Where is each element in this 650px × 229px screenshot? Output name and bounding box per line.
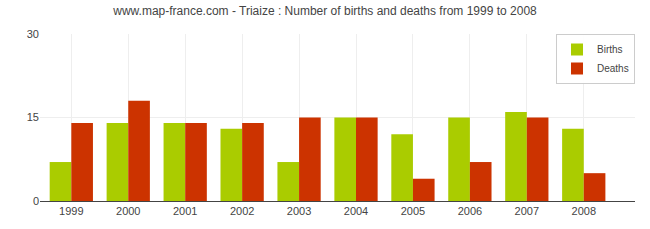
svg-text:Deaths: Deaths [597,63,629,74]
svg-text:0: 0 [33,195,39,207]
svg-text:30: 30 [27,28,39,40]
svg-text:2008: 2008 [572,205,596,217]
svg-text:2000: 2000 [116,205,140,217]
svg-text:2004: 2004 [344,205,368,217]
svg-text:2001: 2001 [173,205,197,217]
svg-text:2006: 2006 [458,205,482,217]
svg-text:1999: 1999 [59,205,83,217]
svg-text:Births: Births [597,44,623,55]
svg-text:2007: 2007 [515,205,539,217]
svg-text:2005: 2005 [401,205,425,217]
svg-text:15: 15 [27,111,39,123]
svg-text:www.map-france.com - Triaize :: www.map-france.com - Triaize : Number of… [112,4,537,18]
svg-text:2003: 2003 [287,205,311,217]
svg-text:2002: 2002 [230,205,254,217]
